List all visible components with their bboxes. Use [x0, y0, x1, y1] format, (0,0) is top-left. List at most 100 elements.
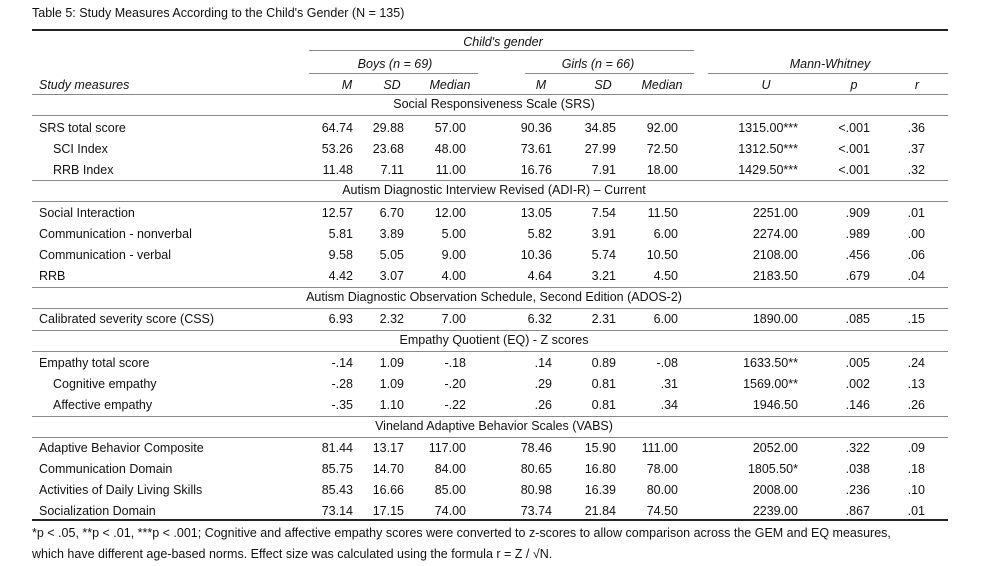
mw-rule: [708, 73, 948, 74]
row-cell: 16.39: [584, 483, 616, 497]
row-cell: 73.74: [520, 504, 552, 518]
row-cell: 16.80: [584, 462, 616, 476]
row-cell: 111.00: [641, 441, 678, 455]
row-cell: -.14: [331, 356, 353, 370]
row-cell: 84.00: [434, 462, 466, 476]
row-cell: 80.00: [646, 483, 678, 497]
row-cell: 7.91: [591, 163, 616, 177]
row-label: RRB: [39, 269, 66, 283]
row-cell: 5.74: [591, 248, 616, 262]
row-cell: 90.36: [520, 121, 552, 135]
row-cell: 0.89: [591, 356, 616, 370]
row-cell: 81.44: [321, 441, 353, 455]
header-childs-gender: Child's gender: [463, 35, 543, 49]
section-rule-bottom-1: [32, 201, 948, 202]
row-cell: 53.26: [321, 142, 353, 156]
section-title-1: Autism Diagnostic Interview Revised (ADI…: [342, 183, 646, 197]
row-cell: 16.66: [372, 483, 404, 497]
row-cell: 1.09: [379, 377, 404, 391]
row-cell: 7.11: [380, 163, 404, 177]
row-cell: 85.75: [321, 462, 353, 476]
row-cell: 85.43: [321, 483, 353, 497]
row-cell: 2108.00: [752, 248, 798, 262]
row-cell: .36: [907, 121, 925, 135]
row-cell: .456: [845, 248, 870, 262]
bottom-rule: [32, 519, 948, 521]
header-col-8: r: [914, 78, 920, 92]
row-cell: -.28: [331, 377, 353, 391]
row-cell: 15.90: [584, 441, 616, 455]
row-cell: 6.70: [379, 206, 404, 220]
note-line-1: *p < .05, **p < .01, ***p < .001; Cognit…: [32, 526, 891, 540]
row-cell: 2008.00: [752, 483, 798, 497]
section-rule-top-0: [32, 94, 948, 95]
row-cell: 18.00: [646, 163, 678, 177]
row-cell: 6.00: [653, 312, 678, 326]
row-label: Social Interaction: [39, 206, 135, 220]
row-cell: 1890.00: [752, 312, 798, 326]
row-cell: 0.81: [591, 377, 616, 391]
row-cell: 9.58: [328, 248, 353, 262]
row-cell: 3.07: [379, 269, 404, 283]
row-label: Adaptive Behavior Composite: [39, 441, 204, 455]
header-col-1: SD: [383, 78, 401, 92]
row-cell: 10.36: [520, 248, 552, 262]
row-cell: 2052.00: [752, 441, 798, 455]
row-cell: 4.00: [441, 269, 466, 283]
row-cell: 17.15: [372, 504, 404, 518]
row-cell: .01: [907, 206, 925, 220]
header-col-6: U: [761, 78, 771, 92]
row-cell: .37: [907, 142, 925, 156]
section-rule-top-4: [32, 416, 948, 417]
row-cell: .26: [534, 398, 552, 412]
row-cell: .236: [845, 483, 870, 497]
row-cell: 1312.50***: [738, 142, 798, 156]
row-cell: 13.17: [372, 441, 404, 455]
row-cell: 85.00: [434, 483, 466, 497]
row-cell: 3.91: [591, 227, 616, 241]
row-cell: 2251.00: [752, 206, 798, 220]
row-cell: <.001: [838, 121, 870, 135]
row-cell: <.001: [838, 163, 870, 177]
section-rule-bottom-0: [32, 115, 948, 116]
row-cell: 6.32: [527, 312, 552, 326]
section-title-0: Social Responsiveness Scale (SRS): [393, 97, 595, 111]
row-cell: .005: [845, 356, 870, 370]
row-cell: 6.93: [328, 312, 353, 326]
row-cell: 23.68: [372, 142, 404, 156]
top-rule: [32, 29, 948, 31]
row-cell: 14.70: [372, 462, 404, 476]
row-cell: .32: [907, 163, 925, 177]
row-cell: 27.99: [584, 142, 616, 156]
row-cell: .909: [845, 206, 870, 220]
note-line-2: which have different age-based norms. Ef…: [32, 547, 553, 561]
header-col-3: M: [535, 78, 547, 92]
row-cell: .146: [845, 398, 870, 412]
row-cell: .13: [907, 377, 925, 391]
row-cell: .29: [534, 377, 552, 391]
row-cell: 1.09: [379, 356, 404, 370]
section-title-3: Empathy Quotient (EQ) - Z scores: [399, 333, 589, 347]
row-cell: 13.05: [520, 206, 552, 220]
row-cell: .34: [660, 398, 678, 412]
row-cell: 12.57: [321, 206, 353, 220]
row-label: Affective empathy: [53, 398, 153, 412]
row-cell: 74.00: [434, 504, 466, 518]
row-cell: 1946.50: [752, 398, 798, 412]
row-cell: 12.00: [434, 206, 466, 220]
row-cell: 2239.00: [752, 504, 798, 518]
header-mann-whitney: Mann-Whitney: [789, 57, 871, 71]
header-col-4: SD: [594, 78, 612, 92]
row-cell: <.001: [838, 142, 870, 156]
row-cell: 78.00: [646, 462, 678, 476]
row-label: Empathy total score: [39, 356, 150, 370]
row-cell: 11.50: [647, 206, 678, 220]
section-title-2: Autism Diagnostic Observation Schedule, …: [306, 290, 682, 304]
row-cell: -.35: [331, 398, 353, 412]
row-cell: 1.10: [379, 398, 404, 412]
study-measures-table: Child's gender Boys (n = 69) Girls (n = 66…: [30, 0, 948, 521]
header-col-7: p: [850, 78, 858, 92]
row-cell: 29.88: [372, 121, 404, 135]
header-girls: Girls (n = 66): [561, 57, 635, 71]
row-cell: .09: [907, 441, 925, 455]
